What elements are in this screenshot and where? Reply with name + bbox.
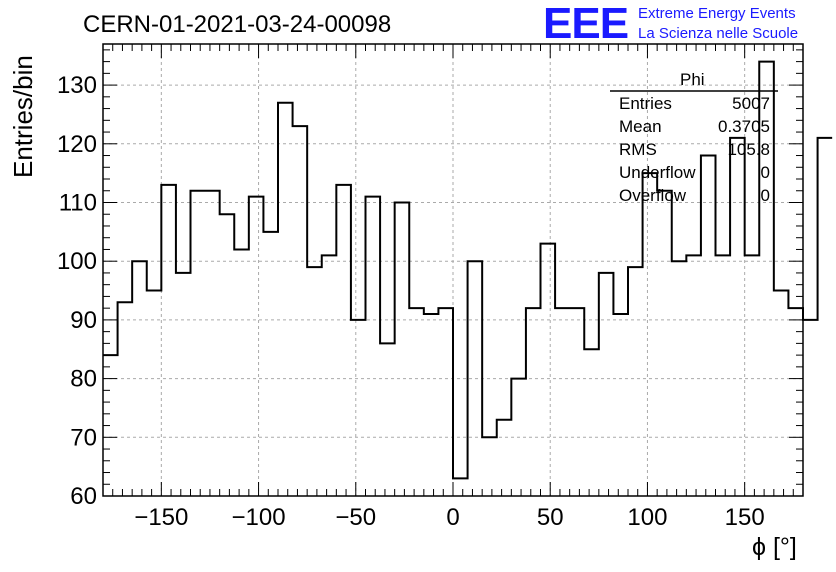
- x-tick-label: 0: [446, 504, 459, 531]
- plot-frame: [102, 43, 804, 497]
- stats-label-overflow: Overflow: [619, 186, 687, 205]
- stats-value-overflow: 0: [760, 186, 770, 205]
- y-tick-label: 70: [70, 424, 97, 451]
- x-axis-label: ϕ [°]: [752, 533, 797, 561]
- y-tick-label: 100: [57, 248, 97, 275]
- x-tick-label: 50: [537, 504, 564, 531]
- x-tick-label: −150: [134, 504, 188, 531]
- stats-value-mean: 0.3705: [718, 117, 770, 136]
- y-axis-label: Entries/bin: [8, 55, 38, 178]
- y-tick-label: 130: [57, 72, 97, 99]
- eee-logo: EEE: [543, 0, 629, 48]
- stats-box-title: Phi: [680, 70, 705, 89]
- stats-value-entries: 5007: [732, 94, 770, 113]
- x-tick-label: 150: [725, 504, 765, 531]
- stats-value-underflow: 0: [760, 163, 770, 182]
- chart-title: CERN-01-2021-03-24-00098: [83, 11, 392, 38]
- stats-label-mean: Mean: [619, 117, 662, 136]
- stats-label-underflow: Underflow: [619, 163, 696, 182]
- y-tick-label: 110: [59, 189, 97, 216]
- y-tick-label: 60: [70, 483, 97, 510]
- x-tick-label: 100: [627, 504, 667, 531]
- stats-value-rms: 105.8: [727, 140, 770, 159]
- stats-label-entries: Entries: [619, 94, 672, 113]
- axis-ticks: [103, 44, 803, 497]
- x-tick-label: −100: [232, 504, 286, 531]
- y-tick-label: 80: [70, 366, 97, 393]
- logo-line-2: La Scienza nelle Scuole: [638, 25, 799, 42]
- logo-line-1: Extreme Energy Events: [638, 5, 796, 22]
- stats-label-rms: RMS: [619, 140, 657, 159]
- y-tick-label: 120: [57, 131, 97, 158]
- y-tick-label: 90: [70, 307, 97, 334]
- x-tick-label: −50: [335, 504, 376, 531]
- histogram-line: [103, 60, 833, 480]
- tick-labels: −150 −100 −50 0 50 100 150 60 70 80 90 100 110 120 130: [57, 72, 765, 531]
